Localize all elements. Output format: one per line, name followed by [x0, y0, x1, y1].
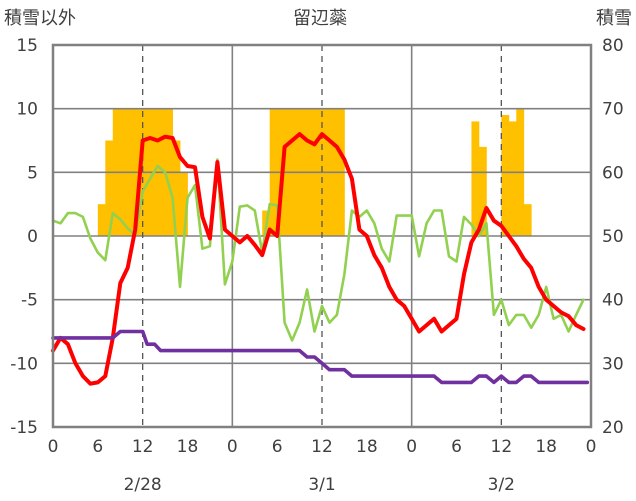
snow-bar	[478, 146, 487, 236]
x-tick-label: 0	[586, 437, 597, 457]
right-tick-label: 40	[602, 291, 624, 311]
snow-bar	[180, 172, 188, 236]
left-tick-label: -5	[21, 291, 38, 311]
series-red-line	[51, 132, 586, 386]
right-tick-label: 20	[602, 418, 624, 438]
snow-bar	[501, 115, 510, 236]
snow-bar	[508, 121, 517, 236]
snow-bar	[523, 204, 532, 236]
snow-bar	[172, 140, 181, 236]
x-tick-label: 18	[177, 437, 199, 457]
date-label: 3/1	[308, 475, 335, 495]
left-axis-label: 積雪以外	[4, 8, 76, 29]
series-green-line	[51, 158, 585, 342]
left-tick-label: -15	[10, 418, 38, 438]
x-tick-label: 12	[491, 437, 513, 457]
right-tick-label: 60	[602, 163, 624, 183]
plot-frame	[51, 43, 593, 429]
x-tick-label: 12	[311, 437, 333, 457]
snow-bar	[471, 121, 480, 236]
left-tick-label: 5	[27, 163, 38, 183]
right-tick-label: 50	[602, 227, 624, 247]
x-tick-label: 6	[451, 437, 462, 457]
lines-layer	[51, 132, 590, 386]
right-tick-label: 70	[602, 100, 624, 120]
x-tick-label: 12	[132, 437, 154, 457]
x-tick-label: 18	[535, 437, 557, 457]
x-tick-label: 18	[356, 437, 378, 457]
x-tick-label: 6	[92, 437, 103, 457]
snow-bar	[97, 204, 106, 236]
left-tick-label: 10	[16, 100, 38, 120]
x-tick-label: 0	[406, 437, 417, 457]
x-tick-label: 0	[48, 437, 59, 457]
date-label: 2/28	[124, 475, 162, 495]
right-tick-label: 30	[602, 354, 624, 374]
left-tick-label: 0	[27, 227, 38, 247]
series-purple-line	[51, 329, 590, 385]
snow-bar	[105, 140, 114, 236]
right-axis-label: 積雪	[596, 8, 632, 29]
x-tick-label: 6	[272, 437, 283, 457]
right-tick-label: 80	[602, 36, 624, 56]
left-tick-label: 15	[16, 36, 38, 56]
x-tick-label: 0	[227, 437, 238, 457]
chart-title: 留辺蘂	[293, 8, 347, 29]
left-tick-label: -10	[10, 354, 38, 374]
date-label: 3/2	[488, 475, 515, 495]
